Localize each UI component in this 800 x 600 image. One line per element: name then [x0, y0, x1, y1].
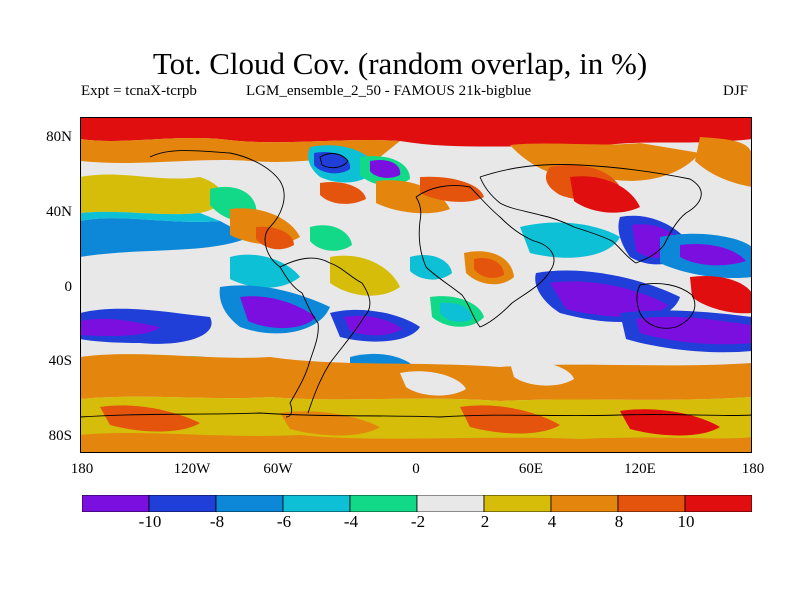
colorbar-swatch	[282, 495, 351, 512]
y-tick-label: 0	[64, 279, 73, 295]
colorbar-label: 10	[677, 512, 695, 531]
anomaly-field	[80, 117, 752, 453]
colorbar-swatch	[215, 495, 284, 512]
colorbar-label: -8	[209, 512, 225, 531]
x-tick-label: 180	[70, 461, 94, 477]
map-border	[80, 117, 752, 453]
x-tick-label: 120W	[173, 461, 211, 477]
y-tick-label: 80S	[48, 428, 72, 444]
colorbar-swatch	[684, 495, 752, 512]
colorbar-label: -4	[343, 512, 359, 531]
map-title: Tot. Cloud Cov. (random overlap, in %)	[152, 46, 648, 81]
colorbar-label: -6	[276, 512, 292, 531]
colorbar-label: -10	[138, 512, 162, 531]
x-tick-label: 180	[741, 461, 765, 477]
cloud-cover-map	[80, 117, 752, 453]
x-tick-label: 60W	[263, 461, 293, 477]
coastlines	[80, 150, 752, 418]
colorbar-swatch	[483, 495, 552, 512]
colorbar-label: 8	[614, 512, 624, 531]
colorbar-label: 2	[480, 512, 490, 531]
x-tick-label: 0	[412, 461, 420, 477]
x-tick-label: 60E	[518, 461, 544, 477]
y-tick-label: 80N	[46, 129, 72, 145]
season-label: DJF	[723, 83, 749, 99]
colorbar-swatch	[349, 495, 418, 512]
colorbar-swatch	[148, 495, 217, 512]
colorbar-swatch	[416, 495, 485, 512]
colorbar	[82, 495, 752, 512]
colorbar-label: 4	[547, 512, 557, 531]
ensemble-label: LGM_ensemble_2_50 - FAMOUS 21k-bigblue	[246, 83, 532, 99]
experiment-label: Expt = tcnaX-tcrpb	[81, 83, 197, 99]
x-tick-label: 120E	[624, 461, 656, 477]
colorbar-swatch	[82, 495, 150, 512]
y-tick-label: 40N	[46, 204, 72, 220]
colorbar-swatch	[617, 495, 686, 512]
y-tick-label: 40S	[48, 353, 72, 369]
colorbar-label: -2	[410, 512, 426, 531]
colorbar-swatch	[550, 495, 619, 512]
